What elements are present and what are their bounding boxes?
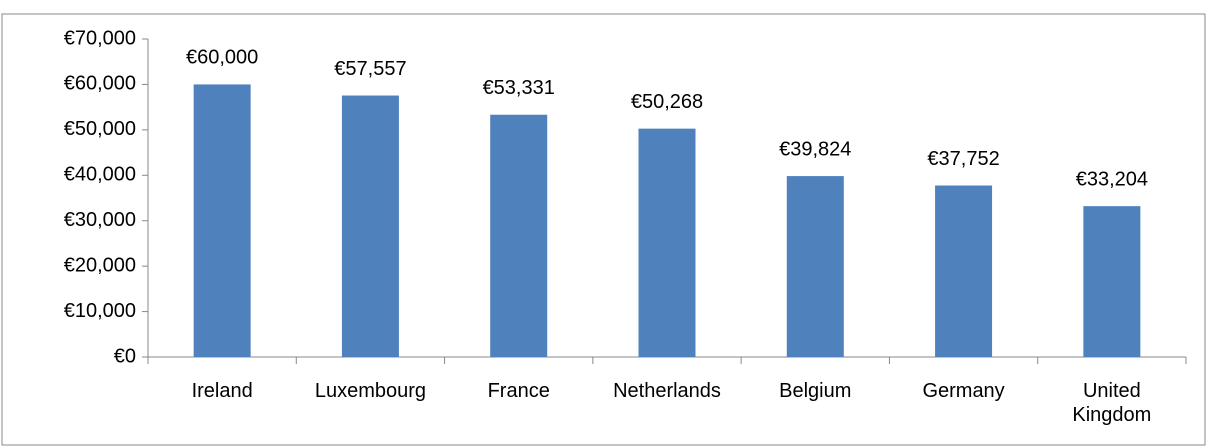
value-label: €53,331 xyxy=(483,77,555,99)
y-tick-label: €60,000 xyxy=(64,73,136,95)
value-label: €37,752 xyxy=(927,148,999,170)
x-tick-label: United Kingdom xyxy=(1072,380,1152,426)
x-tick-label: Belgium xyxy=(779,380,852,402)
value-label: €39,824 xyxy=(779,138,851,160)
bar xyxy=(1083,206,1141,357)
y-tick-label: €20,000 xyxy=(64,254,136,276)
bar xyxy=(490,114,548,357)
y-tick-label: €10,000 xyxy=(64,300,136,322)
value-label: €50,268 xyxy=(631,91,703,113)
y-tick-label: €0 xyxy=(114,345,136,367)
x-tick-label: Luxembourg xyxy=(314,380,427,402)
y-tick-label: €40,000 xyxy=(64,164,136,186)
bar xyxy=(935,185,993,357)
bar xyxy=(193,84,251,357)
value-label: €57,557 xyxy=(334,58,406,80)
x-tick-label: Germany xyxy=(922,380,1005,402)
y-tick-label: €30,000 xyxy=(64,209,136,231)
y-tick-label: €70,000 xyxy=(64,27,136,49)
x-tick-label: Netherlands xyxy=(613,380,721,402)
bar xyxy=(638,128,696,357)
value-label: €33,204 xyxy=(1076,168,1148,190)
bar xyxy=(341,95,399,358)
value-label: €60,000 xyxy=(186,47,258,69)
x-tick-label: Ireland xyxy=(191,380,253,402)
y-tick-label: €50,000 xyxy=(64,118,136,140)
bar xyxy=(786,176,844,357)
x-tick-label: France xyxy=(487,380,550,402)
